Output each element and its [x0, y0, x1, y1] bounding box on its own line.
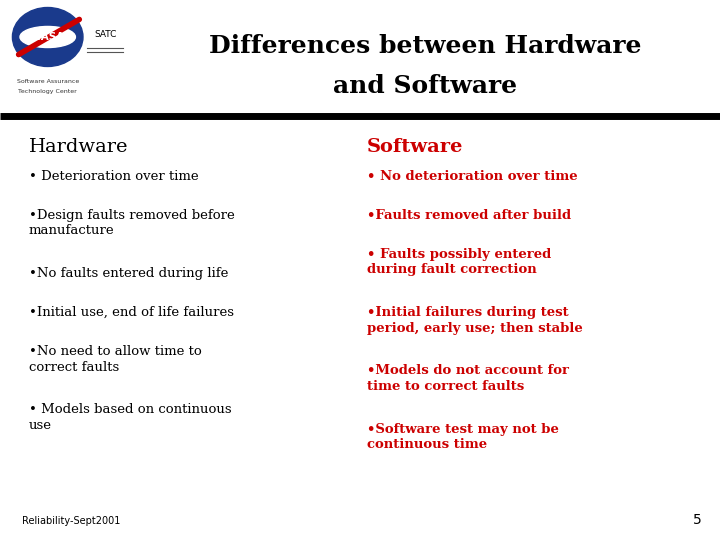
Text: •Software test may not be
continuous time: •Software test may not be continuous tim…: [367, 423, 559, 451]
Text: •No faults entered during life: •No faults entered during life: [29, 267, 228, 280]
Text: •Faults removed after build: •Faults removed after build: [367, 209, 572, 222]
Text: • No deterioration over time: • No deterioration over time: [367, 170, 578, 183]
Text: • Models based on continuous
use: • Models based on continuous use: [29, 403, 231, 432]
Text: Software Assurance: Software Assurance: [17, 79, 78, 84]
Text: 5: 5: [693, 512, 702, 526]
Text: • Faults possibly entered
during fault correction: • Faults possibly entered during fault c…: [367, 248, 552, 276]
Text: • Deterioration over time: • Deterioration over time: [29, 170, 199, 183]
Text: •Design faults removed before
manufacture: •Design faults removed before manufactur…: [29, 209, 235, 238]
Text: •Models do not account for
time to correct faults: •Models do not account for time to corre…: [367, 364, 570, 393]
FancyBboxPatch shape: [0, 0, 720, 116]
Text: Reliability-Sept2001: Reliability-Sept2001: [22, 516, 120, 526]
Text: Differences between Hardware: Differences between Hardware: [209, 34, 641, 58]
Text: Software: Software: [367, 138, 464, 156]
Text: Hardware: Hardware: [29, 138, 128, 156]
Text: •No need to allow time to
correct faults: •No need to allow time to correct faults: [29, 345, 202, 374]
Circle shape: [12, 8, 83, 66]
FancyArrowPatch shape: [19, 19, 79, 55]
Text: Technology Center: Technology Center: [18, 89, 77, 94]
Text: •Initial failures during test
period, early use; then stable: •Initial failures during test period, ea…: [367, 306, 583, 335]
Text: NASA: NASA: [32, 32, 64, 42]
Ellipse shape: [20, 26, 76, 48]
Text: SATC: SATC: [94, 30, 117, 39]
Text: and Software: and Software: [333, 75, 517, 98]
Text: •Initial use, end of life failures: •Initial use, end of life failures: [29, 306, 234, 319]
